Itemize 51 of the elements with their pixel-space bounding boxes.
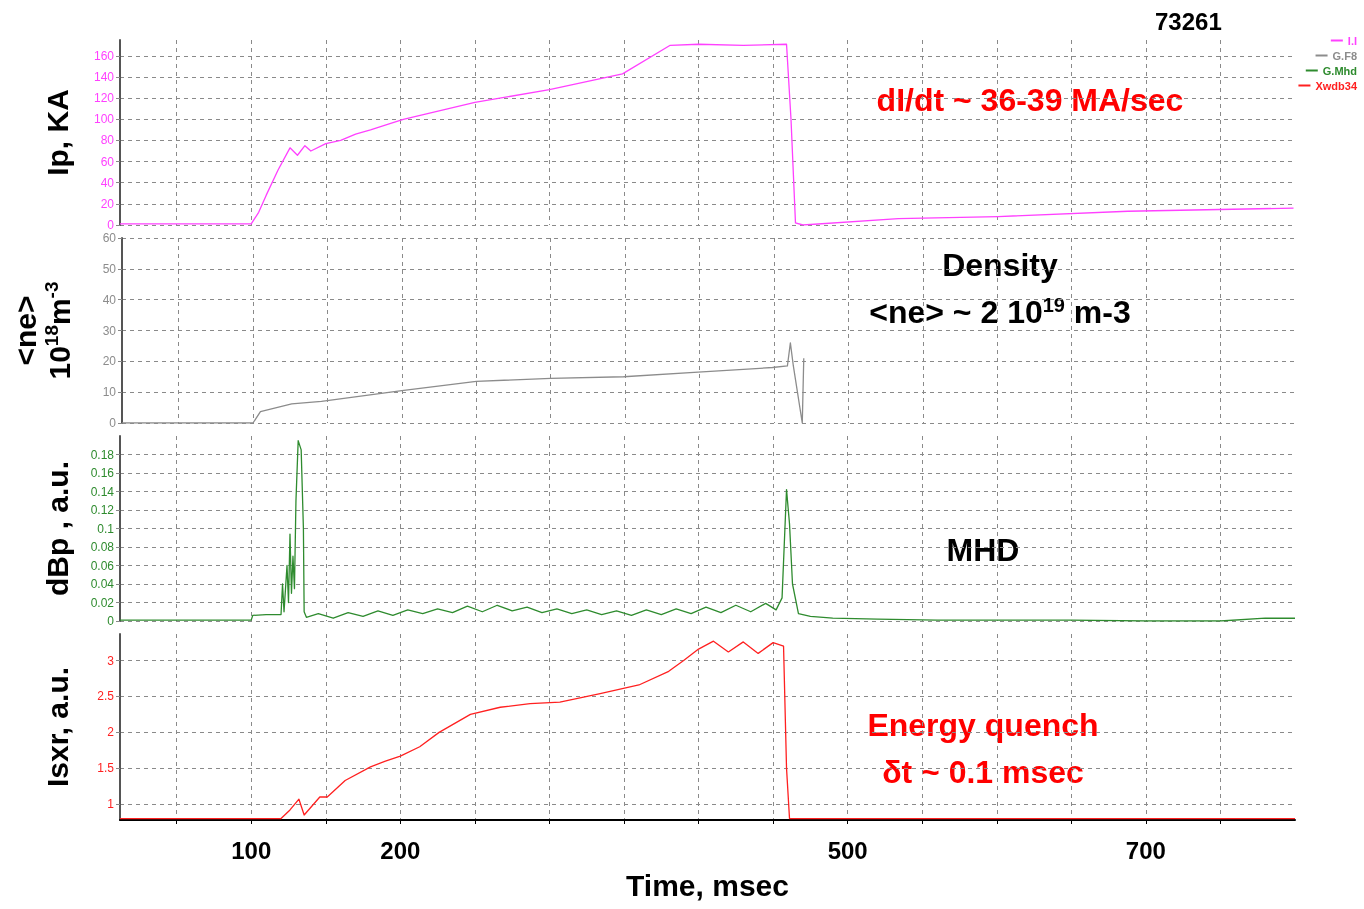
x-tick-label: 200 (380, 836, 421, 864)
y-tick-label: 60 (102, 231, 117, 245)
y-axis-title: dBp , a.u. (40, 461, 74, 596)
y-tick-label: 1 (107, 797, 115, 812)
y-tick-label: 30 (102, 323, 117, 338)
y-tick-label: 0 (107, 614, 115, 628)
y-tick-label: 20 (100, 196, 115, 211)
y-tick-label: 2 (107, 725, 115, 740)
line-series (119, 43, 1295, 226)
line-series (119, 439, 1296, 622)
y-tick-label: 160 (93, 48, 115, 63)
y-tick-label: 80 (100, 133, 115, 148)
x-tick-label: 100 (231, 836, 272, 864)
y-axis-title: Isxr, a.u. (40, 666, 74, 788)
y-tick-label: 0.1 (97, 521, 115, 536)
y-tick-label: 0.12 (90, 503, 115, 517)
line-series (119, 640, 1296, 820)
y-tick-label: 0.14 (90, 484, 115, 499)
y-tick-label: 140 (93, 70, 115, 84)
y-axis-title: Ip, KA (40, 89, 74, 176)
y-tick-label: 0.02 (90, 595, 115, 610)
annotation: dI/dt ~ 36-39 MA/sec (876, 82, 1184, 118)
y-tick-label: 10 (102, 385, 117, 400)
y-tick-label: 0 (107, 218, 115, 232)
legend-label: Xwdb34 (1315, 79, 1358, 92)
annotation: Energy quench (867, 707, 1099, 743)
annotation: MHD (946, 532, 1020, 568)
legend-label: G.F8 (1332, 49, 1357, 62)
x-tick-label: 500 (827, 836, 868, 864)
y-tick-label: 50 (102, 261, 117, 276)
y-tick-label: 3 (107, 653, 115, 668)
y-tick-label: 2.5 (97, 689, 115, 704)
y-tick-label: 40 (102, 292, 117, 307)
y-tick-label: 0.06 (90, 558, 115, 573)
y-tick-label: 0.04 (90, 577, 115, 591)
y-tick-label: 60 (100, 154, 115, 169)
y-tick-label: 40 (100, 175, 115, 190)
chart-title: 73261 (1155, 7, 1222, 35)
x-tick-label: 700 (1125, 836, 1166, 864)
y-tick-label: 0.16 (90, 466, 115, 480)
legend-label: G.Mhd (1322, 64, 1357, 77)
y-tick-label: 120 (93, 91, 115, 106)
y-tick-label: 100 (93, 112, 115, 127)
x-axis-title: Time, msec (626, 868, 789, 902)
y-tick-label: 0.18 (90, 447, 115, 462)
y-tick-label: 0.08 (90, 540, 115, 554)
legend-label: I.I (1347, 34, 1357, 47)
annotation: Density (942, 247, 1058, 283)
y-tick-label: 1.5 (97, 761, 115, 776)
y-tick-label: 20 (102, 354, 117, 369)
y-tick-label: 0 (109, 416, 117, 430)
